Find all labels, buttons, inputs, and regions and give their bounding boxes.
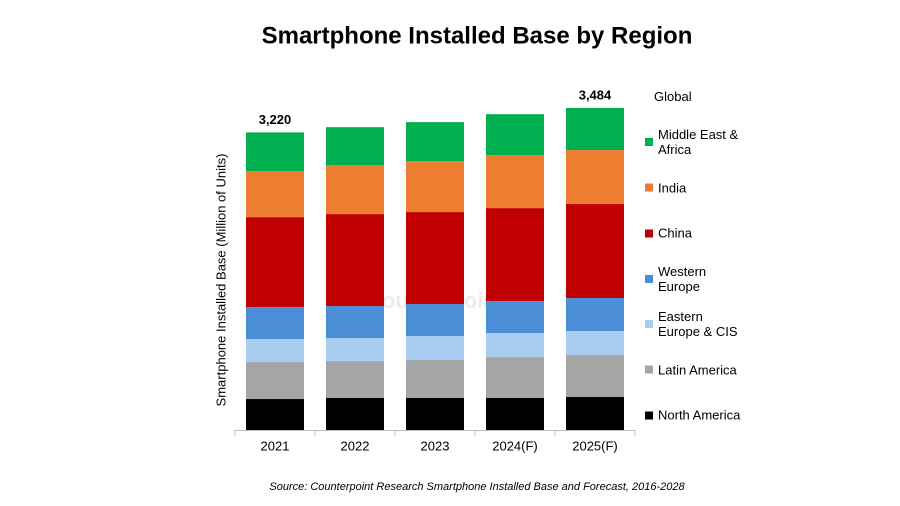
bar-segment — [566, 204, 624, 299]
legend-item: North America — [645, 408, 746, 423]
bar-segment — [406, 212, 464, 305]
legend-swatch — [645, 411, 653, 419]
bar-segment — [326, 127, 384, 166]
bar-segment — [566, 108, 624, 151]
legend-item: India — [645, 180, 746, 195]
legend-item: Middle East & Africa — [645, 127, 746, 157]
bar-segment — [326, 214, 384, 307]
x-tick-label: 2021 — [261, 438, 290, 453]
bar-segment — [406, 336, 464, 361]
bar-segment — [566, 331, 624, 356]
x-tick-label: 2024(F) — [492, 438, 538, 453]
bar-segment — [566, 150, 624, 205]
bar-segment — [486, 398, 544, 430]
legend-swatch — [645, 183, 653, 192]
legend-label: Western Europe — [658, 263, 707, 294]
x-tick-label: 2022 — [341, 438, 370, 453]
bar-segment — [486, 208, 544, 302]
bar-segment — [406, 161, 464, 213]
x-tick-label: 2025(F) — [572, 438, 618, 453]
y-axis-label: Smartphone Installed Base (Million of Un… — [213, 154, 228, 407]
bar-segment — [326, 361, 384, 399]
bar-segment — [246, 217, 304, 308]
source: Source: Counterpoint Research Smartphone… — [269, 481, 685, 493]
legend-swatch — [645, 365, 653, 374]
total-label: 3,484 — [579, 87, 612, 102]
bar-segment — [406, 304, 464, 337]
legend-item: China — [645, 226, 746, 241]
bar-segment — [566, 298, 624, 332]
bar-segment — [566, 355, 624, 398]
bar-segment — [246, 362, 304, 400]
bar-segment — [486, 333, 544, 358]
legend-item: Western Europe — [645, 264, 746, 294]
bar-segment — [246, 307, 304, 340]
legend-label: China — [658, 225, 692, 241]
bar-segment — [246, 339, 304, 363]
bar-segment — [486, 301, 544, 334]
legend-swatch — [645, 229, 653, 237]
bar-segment — [246, 132, 304, 172]
bar-segment — [406, 398, 464, 430]
bar-segment — [406, 360, 464, 399]
legend-swatch — [645, 138, 653, 146]
x-tick-label: 2023 — [421, 438, 450, 453]
bar-segment — [326, 165, 384, 215]
legend-label: India — [658, 180, 687, 195]
bar-segment — [566, 397, 624, 430]
legend-swatch — [645, 274, 653, 283]
legend-title: Global — [654, 89, 692, 104]
total-label: 3,220 — [259, 112, 292, 127]
legend-label: Eastern Europe & CIS — [658, 309, 738, 339]
legend-item: Eastern Europe & CIS — [645, 309, 746, 339]
legend-item: Latin America — [645, 362, 746, 377]
bar-segment — [486, 114, 544, 156]
bar-segment — [246, 171, 304, 218]
bar-segment — [326, 338, 384, 362]
legend-label: Latin America — [658, 362, 737, 377]
bar-segment — [326, 398, 384, 430]
bar-segment — [486, 155, 544, 209]
bar-segment — [246, 399, 304, 430]
chart-title: Smartphone Installed Base by Region — [262, 22, 693, 49]
legend-label: North America — [658, 407, 741, 423]
bar-segment — [406, 122, 464, 162]
legend-swatch — [645, 320, 653, 328]
bar-segment — [326, 306, 384, 339]
bar-segment — [486, 357, 544, 399]
legend-label: Middle East & Africa — [658, 127, 739, 157]
